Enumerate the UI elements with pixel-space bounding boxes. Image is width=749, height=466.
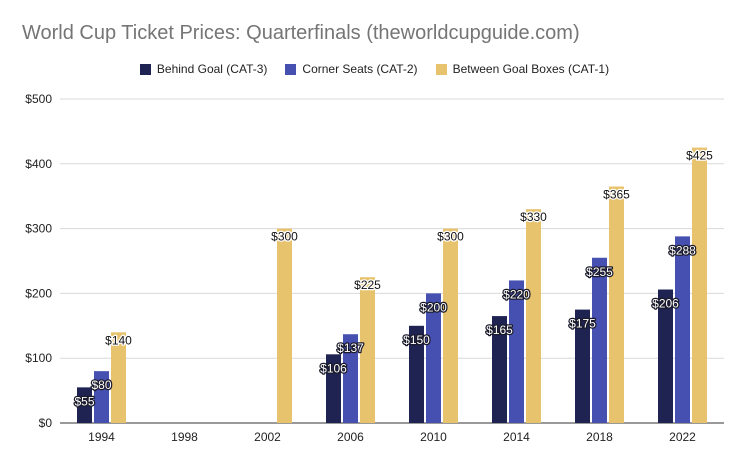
legend-label-corner-seats: Corner Seats (CAT-2) <box>302 62 418 76</box>
bar <box>509 280 524 423</box>
data-label: $175 <box>569 317 596 331</box>
data-label: $106 <box>320 361 347 375</box>
x-tick-label: 2022 <box>669 430 696 444</box>
y-tick-label: $200 <box>25 286 52 300</box>
data-label: $150 <box>403 333 430 347</box>
data-label: $206 <box>652 297 679 311</box>
y-tick-label: $0 <box>39 416 53 430</box>
bar <box>609 186 624 423</box>
data-label: $300 <box>437 230 464 244</box>
bar <box>343 334 358 423</box>
y-tick-label: $300 <box>25 222 52 236</box>
bar <box>675 236 690 423</box>
legend-item-behind-goal: Behind Goal (CAT-3) <box>139 62 268 76</box>
bar <box>526 209 541 423</box>
bar <box>111 332 126 423</box>
legend-label-between-goal-boxes: Between Goal Boxes (CAT-1) <box>452 62 610 76</box>
bar <box>326 354 341 423</box>
bar <box>409 325 424 423</box>
x-tick-label: 2006 <box>337 430 364 444</box>
x-tick-label: 2014 <box>503 430 530 444</box>
y-tick-label: $500 <box>25 92 52 106</box>
bar <box>94 371 109 423</box>
data-label: $425 <box>686 149 713 163</box>
data-label: $220 <box>503 287 530 301</box>
bar <box>443 228 458 423</box>
bar <box>360 277 375 423</box>
data-label: $225 <box>354 278 381 292</box>
data-label: $288 <box>669 243 696 257</box>
data-label: $55 <box>74 394 94 408</box>
legend-swatch-corner-seats <box>285 63 297 75</box>
data-label: $165 <box>486 323 513 337</box>
x-tick-label: 1994 <box>88 430 115 444</box>
legend-swatch-behind-goal <box>139 63 151 75</box>
data-label: $300 <box>271 230 298 244</box>
legend-swatch-between-goal-boxes <box>435 63 447 75</box>
bar <box>277 228 292 423</box>
bar <box>492 316 507 423</box>
bar <box>426 293 441 423</box>
legend-label-behind-goal: Behind Goal (CAT-3) <box>156 62 268 76</box>
bar <box>575 309 590 423</box>
bar <box>77 387 92 423</box>
legend: Behind Goal (CAT-3) Corner Seats (CAT-2)… <box>0 62 749 76</box>
chart-title: World Cup Ticket Prices: Quarterfinals (… <box>22 22 580 44</box>
x-tick-label: 2018 <box>586 430 613 444</box>
data-label: $137 <box>337 341 364 355</box>
data-label: $255 <box>586 265 613 279</box>
data-label: $330 <box>520 210 547 224</box>
data-label: $80 <box>91 378 111 392</box>
x-tick-label: 2010 <box>420 430 447 444</box>
x-tick-label: 2002 <box>254 430 281 444</box>
bar <box>692 147 707 423</box>
data-label: $365 <box>603 187 630 201</box>
legend-item-corner-seats: Corner Seats (CAT-2) <box>285 62 418 76</box>
data-label: $200 <box>420 300 447 314</box>
bar <box>658 289 673 423</box>
y-tick-label: $400 <box>25 157 52 171</box>
bar <box>592 257 607 423</box>
y-tick-label: $100 <box>25 351 52 365</box>
legend-item-between-goal-boxes: Between Goal Boxes (CAT-1) <box>435 62 610 76</box>
x-tick-label: 1998 <box>171 430 198 444</box>
data-label: $140 <box>105 333 132 347</box>
